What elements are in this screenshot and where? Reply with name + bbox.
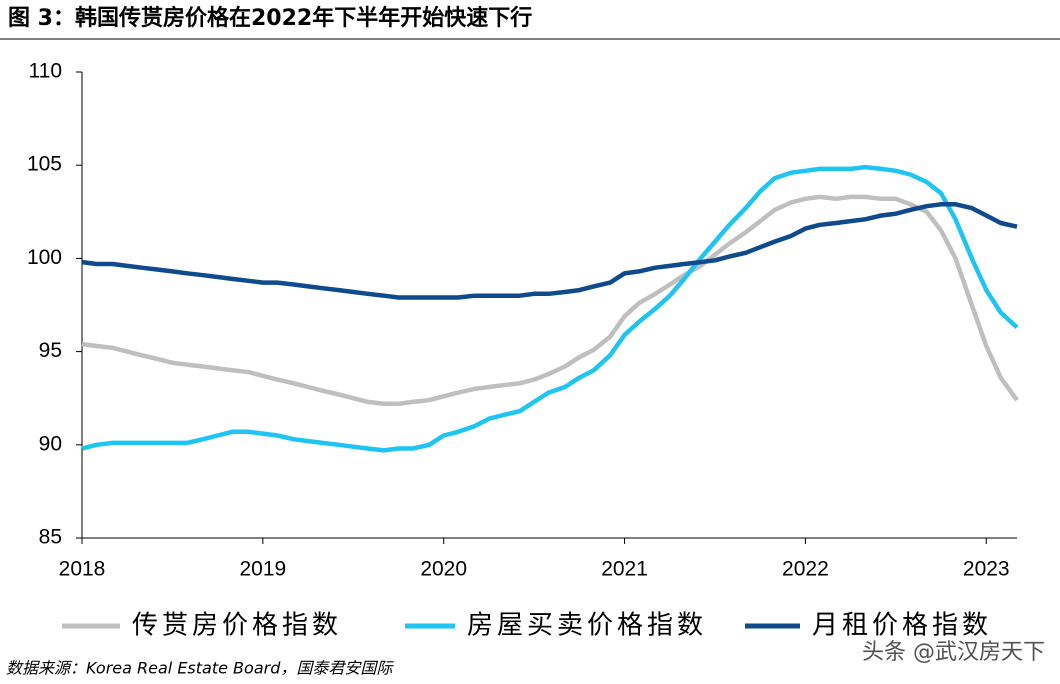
legend-label: 传贳房价格指数 <box>132 611 342 641</box>
legend-label: 月租价格指数 <box>812 611 992 641</box>
x-tick-label: 2022 <box>782 558 829 581</box>
y-tick-label: 110 <box>29 60 62 83</box>
y-tick-label: 85 <box>39 526 62 549</box>
series-line <box>81 194 1019 407</box>
y-tick-label: 95 <box>39 339 62 362</box>
series-line <box>81 164 1019 453</box>
series-line <box>81 202 1018 300</box>
y-tick-label: 100 <box>27 246 62 269</box>
y-tick-label: 105 <box>27 153 62 176</box>
x-tick-label: 2021 <box>601 558 648 581</box>
legend-label: 房屋买卖价格指数 <box>467 611 707 641</box>
source-note: 数据来源：Korea Real Estate Board，国泰君安国际 <box>6 659 394 678</box>
x-tick-label: 2023 <box>963 558 1010 581</box>
watermark: 头条 @武汉房天下 <box>862 640 1045 665</box>
chart-title: 图 3：韩国传贳房价格在2022年下半年开始快速下行 <box>8 5 532 31</box>
x-tick-label: 2019 <box>239 558 286 581</box>
x-tick-label: 2020 <box>420 558 467 581</box>
y-tick-label: 90 <box>39 432 62 455</box>
x-tick-label: 2018 <box>59 558 106 581</box>
